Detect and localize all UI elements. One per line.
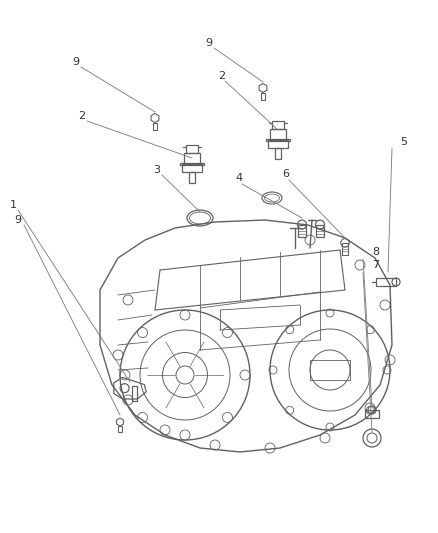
Bar <box>181 164 202 172</box>
Bar <box>272 122 284 129</box>
Bar <box>376 278 396 286</box>
Bar <box>132 386 137 401</box>
Text: 2: 2 <box>78 111 85 121</box>
Bar <box>275 148 281 159</box>
Text: 6: 6 <box>282 169 289 179</box>
Bar <box>184 153 200 164</box>
Text: 8: 8 <box>372 247 379 257</box>
Bar <box>316 224 324 237</box>
Bar <box>266 139 290 141</box>
Bar <box>268 140 289 148</box>
Text: 9: 9 <box>72 57 79 67</box>
Text: 7: 7 <box>372 260 379 270</box>
Bar <box>153 123 157 130</box>
Bar <box>365 410 379 418</box>
Text: 5: 5 <box>400 137 407 147</box>
Text: 3: 3 <box>153 165 160 175</box>
Bar <box>270 129 286 140</box>
Text: 9: 9 <box>205 38 212 48</box>
Text: 2: 2 <box>218 71 225 81</box>
Bar <box>261 93 265 100</box>
Bar <box>118 426 122 432</box>
Bar <box>342 243 348 255</box>
Bar <box>298 224 306 237</box>
Bar <box>180 163 205 165</box>
Bar <box>189 172 195 183</box>
Text: 9: 9 <box>14 215 21 225</box>
Text: 1: 1 <box>10 200 17 210</box>
Bar <box>186 146 198 153</box>
Text: 4: 4 <box>235 173 242 183</box>
